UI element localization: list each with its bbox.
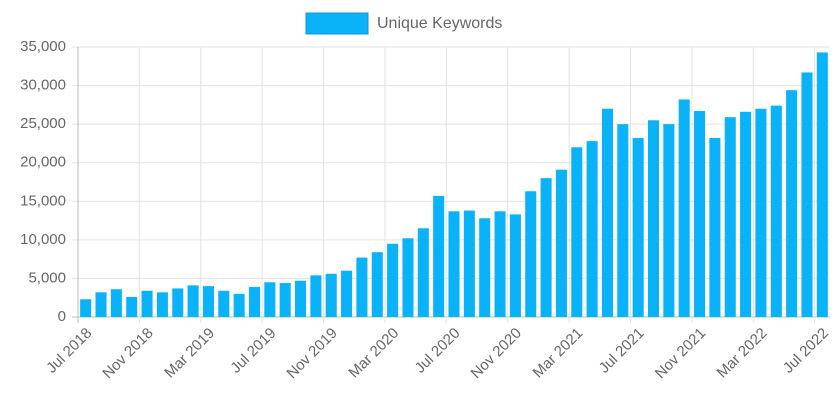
bar xyxy=(80,299,92,317)
bar xyxy=(770,105,782,317)
bar xyxy=(571,147,583,317)
x-tick-label: Jul 2022 xyxy=(780,325,832,377)
bar xyxy=(371,252,383,317)
bar xyxy=(694,111,706,318)
bar xyxy=(709,138,721,317)
bar xyxy=(540,178,552,317)
bar xyxy=(786,90,798,317)
y-tick-label: 30,000 xyxy=(20,77,66,94)
bar xyxy=(310,275,322,317)
bar xyxy=(110,289,122,317)
x-tick-label: Jul 2018 xyxy=(43,325,95,377)
bar xyxy=(509,214,521,317)
y-tick-label: 20,000 xyxy=(20,154,66,171)
legend-swatch xyxy=(305,12,369,35)
bar xyxy=(126,296,138,317)
bar xyxy=(202,286,214,317)
bar xyxy=(156,292,168,317)
bar xyxy=(402,238,414,317)
bar xyxy=(448,211,460,317)
bar xyxy=(233,293,245,317)
y-tick-label: 25,000 xyxy=(20,115,66,132)
bar xyxy=(479,218,491,317)
bar xyxy=(586,141,598,317)
bar xyxy=(555,169,567,317)
bar xyxy=(264,282,276,317)
bar xyxy=(724,117,736,317)
bar xyxy=(816,52,828,318)
bar xyxy=(356,257,368,317)
bar xyxy=(417,228,429,317)
bar xyxy=(663,124,675,318)
bar xyxy=(463,210,475,317)
bar xyxy=(632,138,644,317)
bar xyxy=(218,290,230,317)
y-tick-label: 10,000 xyxy=(20,231,66,248)
bar xyxy=(617,124,629,318)
bar xyxy=(601,108,613,317)
x-tick-label: Mar 2022 xyxy=(714,325,771,382)
bar xyxy=(525,191,537,317)
bar xyxy=(341,270,353,317)
y-tick-label: 35,000 xyxy=(20,38,66,55)
y-tick-label: 15,000 xyxy=(20,192,66,209)
bar xyxy=(248,286,261,317)
x-tick-label: Nov 2021 xyxy=(652,325,709,382)
legend-label: Unique Keywords xyxy=(377,15,502,32)
bar xyxy=(295,280,307,317)
bar xyxy=(187,285,199,317)
bar xyxy=(678,99,690,317)
bar xyxy=(740,111,752,317)
bar xyxy=(279,283,291,317)
x-tick-label: Mar 2020 xyxy=(345,325,402,382)
bar xyxy=(755,108,767,317)
x-tick-label: Mar 2021 xyxy=(530,325,587,382)
bar xyxy=(172,288,184,317)
bar xyxy=(325,273,337,317)
x-tick-label: Nov 2020 xyxy=(468,325,525,382)
x-tick-label: Jul 2019 xyxy=(227,325,279,377)
bar xyxy=(494,211,506,317)
x-tick-label: Nov 2019 xyxy=(283,325,340,382)
x-tick-label: Mar 2019 xyxy=(161,325,218,382)
bar xyxy=(141,290,153,317)
bar xyxy=(433,195,445,317)
x-tick-label: Jul 2020 xyxy=(412,325,464,377)
x-tick-label: Nov 2018 xyxy=(99,325,156,382)
bar xyxy=(801,72,813,317)
y-tick-label: 0 xyxy=(58,308,66,325)
bar xyxy=(387,243,399,317)
bar xyxy=(95,292,107,317)
y-tick-label: 5,000 xyxy=(28,269,66,286)
x-tick-label: Jul 2021 xyxy=(596,325,648,377)
bar xyxy=(647,120,660,318)
